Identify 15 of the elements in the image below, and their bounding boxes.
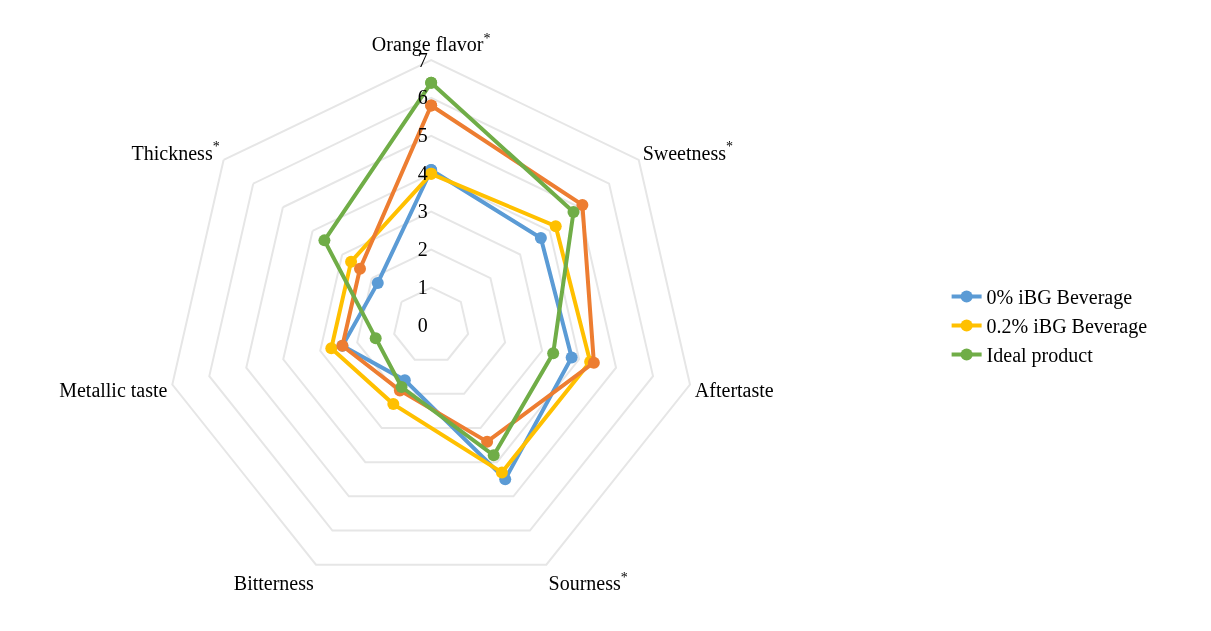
legend-label: 0.2% iBG Beverage — [986, 315, 1148, 339]
spoke-label: Sweetness$^{*}$ — [642, 139, 733, 164]
spoke-label: Metallic taste — [59, 378, 168, 401]
spoke-label: Bitterness — [233, 572, 314, 595]
spoke-label: Sourness$^{*}$ — [548, 569, 628, 595]
y-tick-label: 0 — [417, 314, 428, 336]
y-tick-label: 3 — [417, 200, 428, 223]
legend-label: 0% iBG Beverage — [986, 286, 1133, 310]
spoke-label: Thickness$^{*}$ — [131, 139, 220, 164]
legend-label: Ideal product — [986, 344, 1094, 368]
y-tick-label: 6 — [417, 86, 428, 109]
y-tick-label: 2 — [417, 238, 428, 261]
y-tick-label: 1 — [417, 276, 428, 299]
y-tick-label: 5 — [417, 124, 428, 147]
spoke-label: Aftertaste — [694, 378, 774, 401]
